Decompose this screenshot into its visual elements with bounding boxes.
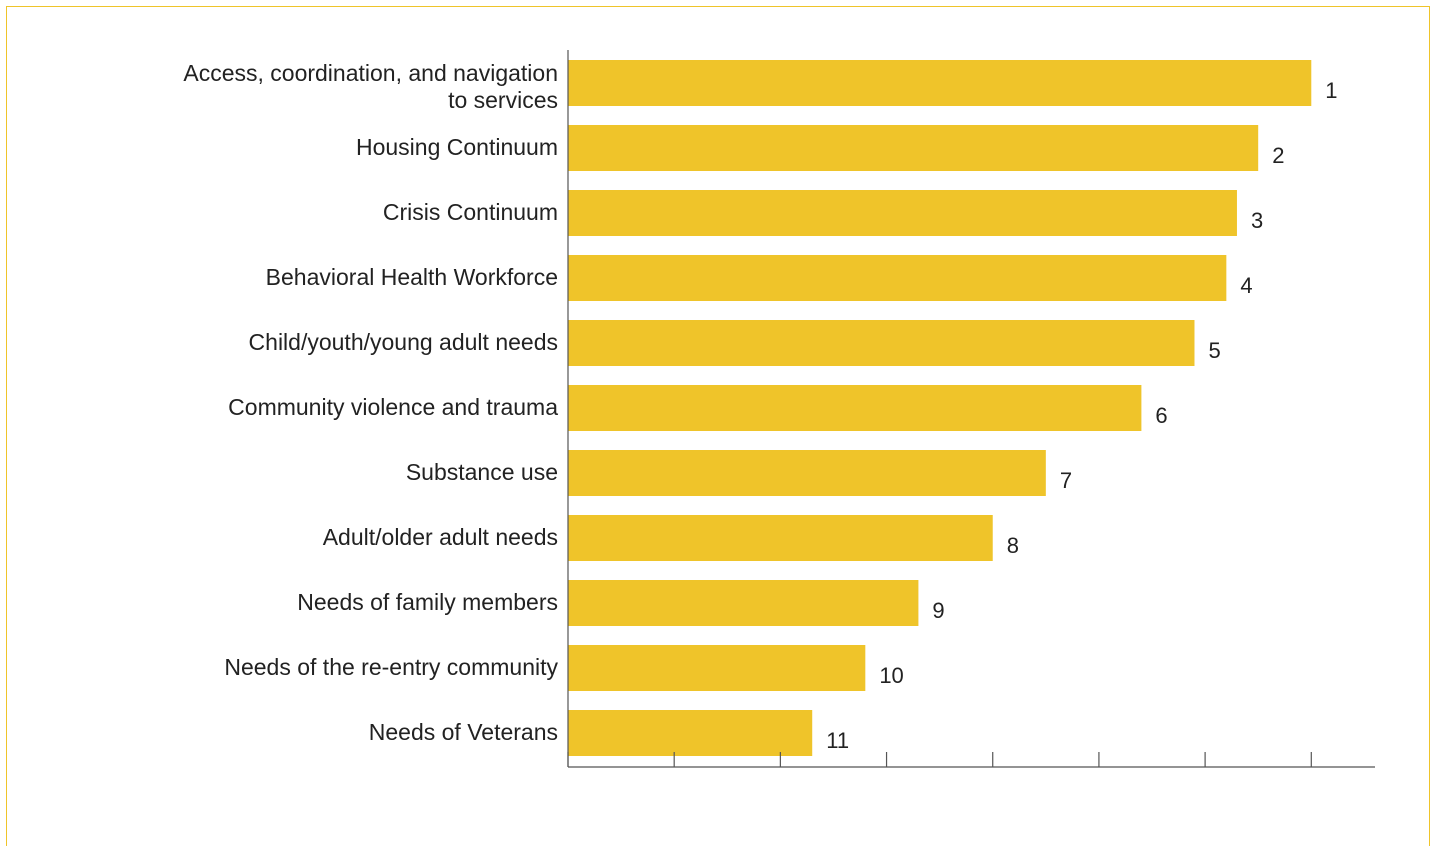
category-label-8: Adult/older adult needs	[323, 524, 558, 550]
category-label-5: Child/youth/young adult needs	[249, 329, 558, 355]
bar-8	[568, 515, 993, 561]
data-label-6: 6	[1155, 403, 1167, 428]
category-label-11: Needs of Veterans	[369, 719, 558, 745]
data-label-11: 11	[826, 728, 849, 753]
chart-frame	[6, 6, 1430, 846]
category-label-9: Needs of family members	[297, 589, 558, 615]
category-label-3: Crisis Continuum	[383, 199, 558, 225]
category-label-2: Housing Continuum	[356, 134, 558, 160]
bar-11	[568, 710, 813, 756]
bar-2	[568, 125, 1259, 171]
bar-3	[568, 190, 1237, 236]
category-label-1: Access, coordination, and navigation to s…	[183, 60, 558, 113]
data-label-4: 4	[1240, 273, 1252, 298]
data-label-1: 1	[1325, 78, 1337, 103]
category-label-7: Substance use	[406, 459, 558, 485]
bar-10	[568, 645, 866, 691]
bar-6	[568, 385, 1142, 431]
bars-layer	[568, 60, 1312, 756]
bar-4	[568, 255, 1227, 301]
bar-chart: 1 Access, coordination, and navigation to …	[183, 50, 1375, 768]
bar-5	[568, 320, 1195, 366]
data-label-2: 2	[1272, 143, 1284, 168]
data-label-3: 3	[1251, 208, 1263, 233]
bar-1	[568, 60, 1312, 106]
category-label-6: Community violence and trauma	[228, 394, 558, 420]
bar-7	[568, 450, 1046, 496]
axis-layer	[567, 50, 1375, 768]
data-label-5: 5	[1208, 338, 1220, 363]
data-label-8: 8	[1007, 533, 1019, 558]
category-label-10: Needs of the re-entry community	[224, 654, 558, 680]
labels-layer: 1 Access, coordination, and navigation to …	[183, 60, 1337, 753]
category-label-4: Behavioral Health Workforce	[266, 264, 558, 290]
data-label-10: 10	[879, 663, 903, 688]
data-label-7: 7	[1060, 468, 1072, 493]
bar-9	[568, 580, 919, 626]
data-label-9: 9	[932, 598, 944, 623]
